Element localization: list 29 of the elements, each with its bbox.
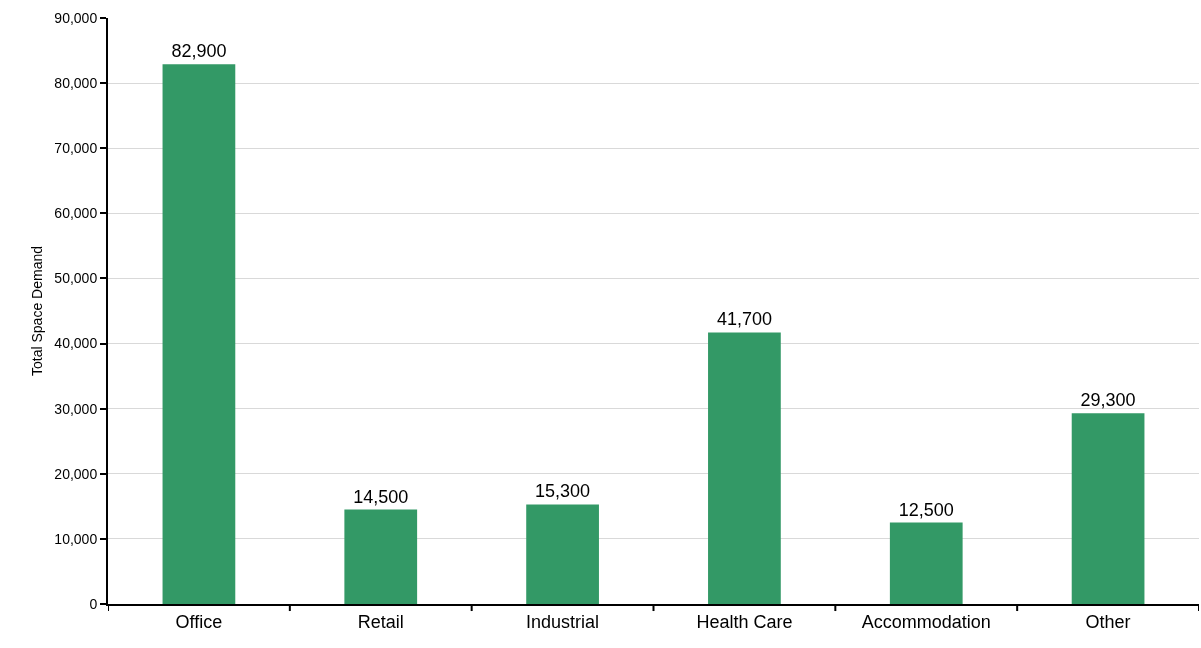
data-label: 29,300 <box>1080 390 1136 411</box>
data-label: 12,500 <box>898 499 954 520</box>
y-tick-label: 80,000 <box>54 75 98 92</box>
y-tick-label: 30,000 <box>54 400 98 417</box>
y-tick-label: 90,000 <box>54 9 98 26</box>
bar <box>162 64 236 604</box>
y-tick-label: 0 <box>89 595 98 612</box>
bar <box>344 509 418 604</box>
data-label: 14,500 <box>353 486 409 507</box>
x-tick-label: Other <box>1085 611 1131 632</box>
data-label: 41,700 <box>716 309 772 330</box>
bar <box>708 332 781 604</box>
bar <box>1071 413 1145 604</box>
x-tick-label: Health Care <box>696 611 793 632</box>
data-label: 82,900 <box>171 41 227 62</box>
x-tick-label: Accommodation <box>861 611 991 632</box>
y-tick-label: 20,000 <box>54 465 98 482</box>
y-axis-title: Total Space Demand <box>29 246 46 376</box>
y-tick-label: 70,000 <box>54 140 98 157</box>
y-tick-label: 40,000 <box>54 335 98 352</box>
y-tick-label: 10,000 <box>54 530 98 547</box>
x-tick-label: Industrial <box>526 611 600 632</box>
y-tick-label: 60,000 <box>54 205 98 222</box>
y-tick-label: 50,000 <box>54 270 98 287</box>
bar <box>889 522 963 604</box>
x-tick-label: Office <box>175 611 223 632</box>
bar <box>526 504 599 604</box>
x-tick-label: Retail <box>357 611 404 632</box>
data-label: 15,300 <box>535 481 591 502</box>
